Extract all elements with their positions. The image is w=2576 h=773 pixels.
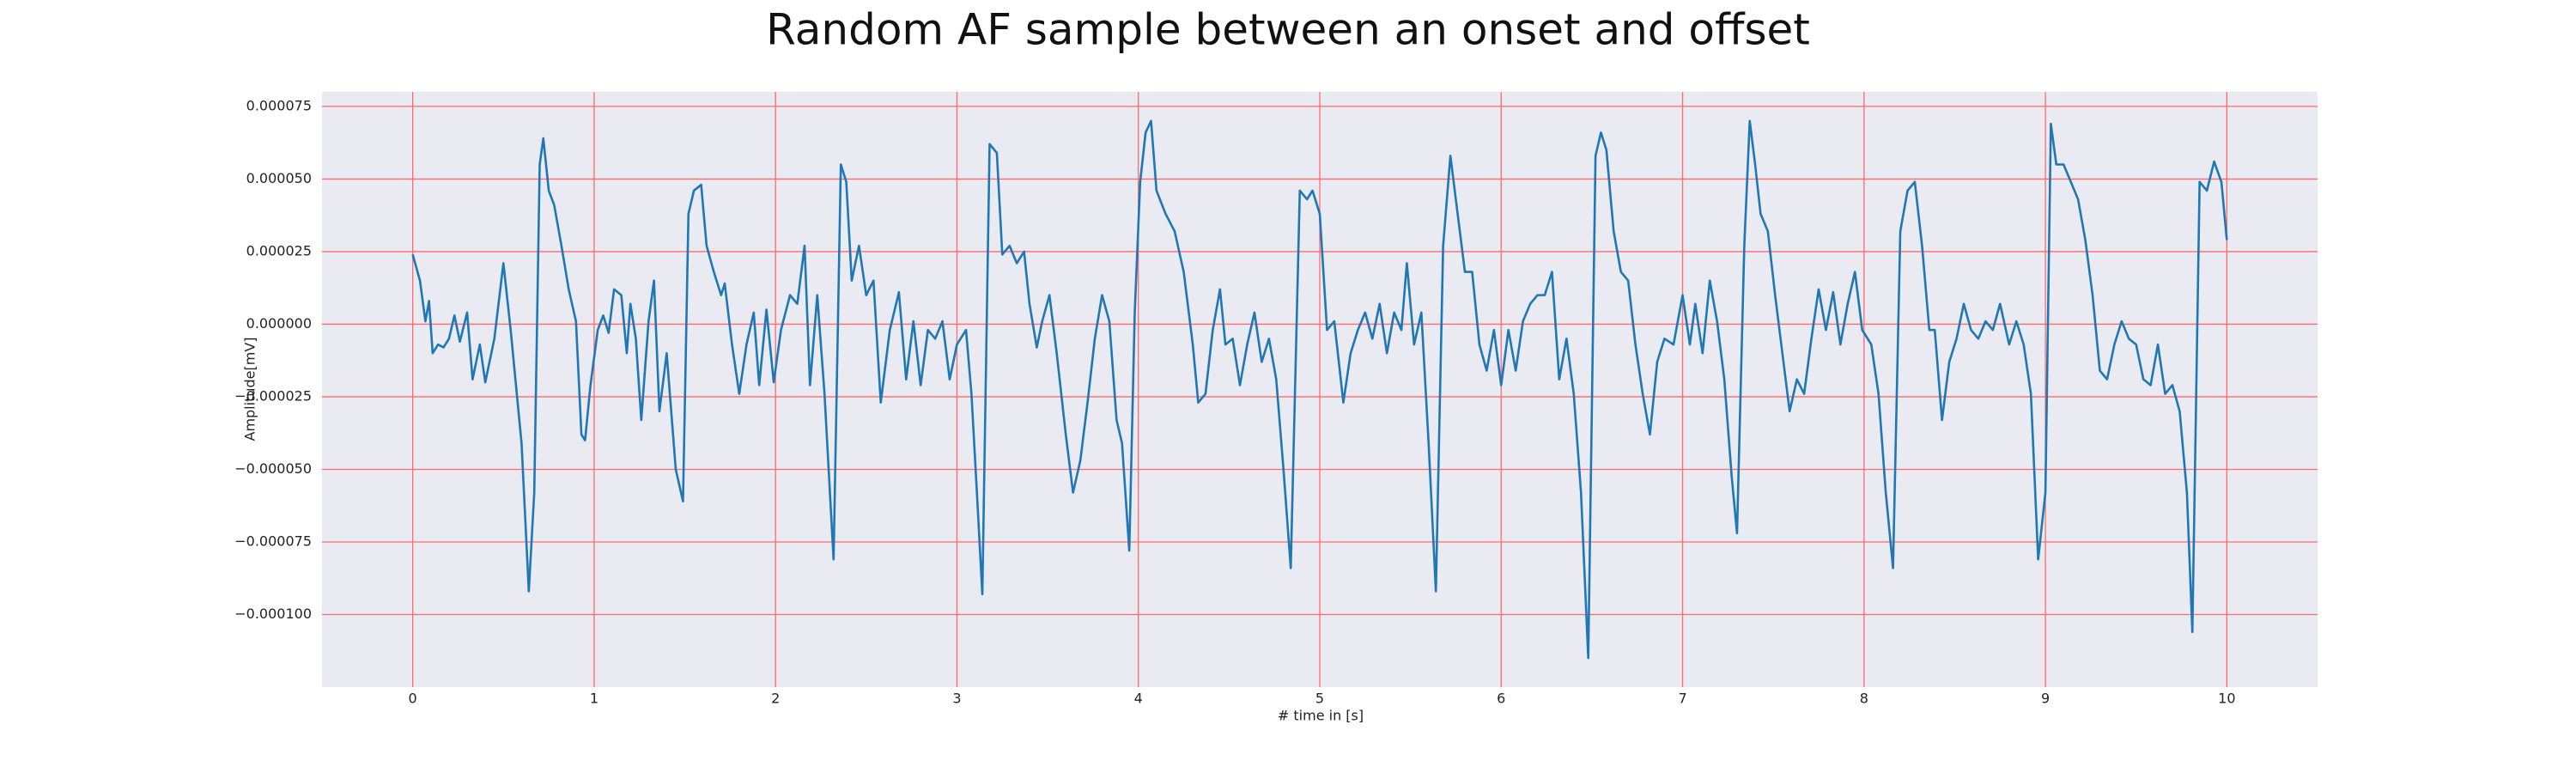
- y-tick-label: 0.000025: [246, 242, 312, 259]
- chart-title: Random AF sample between an onset and of…: [766, 5, 1810, 55]
- y-tick-label: −0.000050: [234, 460, 312, 477]
- x-tick-label: 8: [1860, 691, 1868, 707]
- x-tick-label: 3: [952, 691, 961, 707]
- x-tick-label: 9: [2041, 691, 2050, 707]
- x-tick-label: 2: [771, 691, 780, 707]
- y-tick-label: −0.000075: [234, 533, 312, 549]
- y-tick-label: −0.000025: [234, 387, 312, 404]
- y-tick-label: −0.000100: [234, 606, 312, 622]
- x-tick-label: 5: [1315, 691, 1324, 707]
- x-tick-label: 1: [590, 691, 598, 707]
- x-tick-label: 0: [409, 691, 417, 707]
- y-axis-label: Amplitude[mV]: [242, 337, 258, 441]
- y-tick-label: 0.000050: [246, 170, 312, 186]
- x-axis-label: # time in [s]: [1278, 708, 1364, 724]
- y-tick-label: 0.000075: [246, 97, 312, 113]
- signal-line: [411, 119, 2228, 660]
- y-tick-label: 0.000000: [246, 315, 312, 332]
- x-tick-label: 7: [1678, 691, 1686, 707]
- x-tick-label: 4: [1134, 691, 1143, 707]
- x-tick-label: 6: [1497, 691, 1505, 707]
- x-tick-label: 10: [2218, 691, 2235, 707]
